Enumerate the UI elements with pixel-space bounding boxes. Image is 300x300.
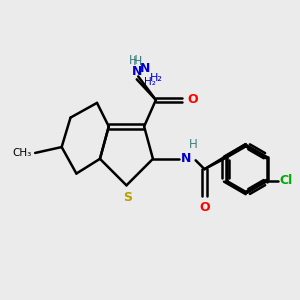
- Text: N: N: [181, 152, 191, 165]
- Text: Cl: Cl: [279, 174, 292, 188]
- Text: H₂: H₂: [144, 77, 156, 87]
- Text: H: H: [133, 55, 142, 68]
- Text: N: N: [132, 65, 142, 78]
- Text: O: O: [188, 93, 198, 106]
- Text: H₂: H₂: [149, 73, 162, 83]
- Text: H: H: [189, 139, 198, 152]
- Text: N: N: [140, 62, 150, 75]
- Text: O: O: [199, 201, 210, 214]
- Text: CH₃: CH₃: [12, 148, 32, 158]
- Text: S: S: [123, 190, 132, 204]
- Text: H: H: [128, 54, 137, 67]
